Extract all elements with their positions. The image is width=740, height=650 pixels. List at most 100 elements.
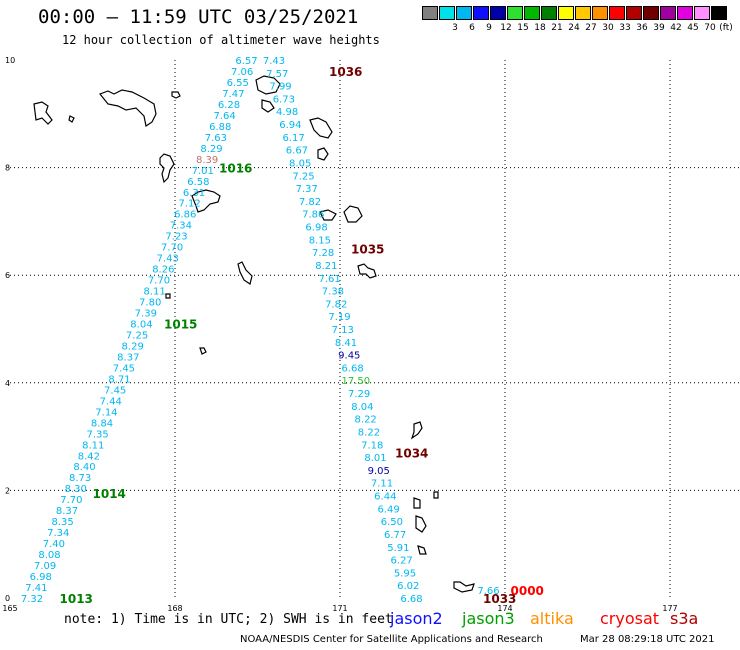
satellite-name: s3a [670,609,699,628]
wave-height-point: 8.11 [82,440,104,451]
legend-swatch [490,6,506,20]
satellite-name: altika [530,609,574,628]
cycle-label: 1034 [395,447,428,461]
wave-height-point: 7.12 [178,199,200,210]
wave-height-point: 7.64 [213,111,235,122]
island-outline [68,115,75,123]
legend-label: 39 [653,23,665,33]
cycle-label: 1013 [60,592,93,606]
wave-height-point: 8.84 [91,418,113,429]
island-outline [261,99,275,113]
island-outline [99,89,157,127]
wave-height-point: 8.04 [130,320,152,331]
y-tick-label: 4 [5,379,10,388]
wave-height-point: 7.86 [302,210,324,221]
wave-height-point: 7.82 [299,197,321,208]
y-tick-label: 8 [5,164,10,173]
legend-label: 3 [452,23,458,33]
wave-height-point: 8.22 [358,427,380,438]
legend-swatch [626,6,642,20]
legend-swatch [473,6,489,20]
legend-label: 21 [551,23,563,33]
wave-height-point: 6.49 [377,504,399,515]
island-outline [33,101,53,125]
island-outline [415,515,427,533]
wave-height-point: 7.29 [348,389,370,400]
cycle-label: 1015 [164,318,197,332]
wave-height-point: 7.41 [25,583,47,594]
wave-height-point: 7.45 [113,363,135,374]
wave-height-point: 6.94 [279,120,301,131]
wave-height-point: 8.42 [78,451,100,462]
wave-height-point: 6.44 [374,492,396,503]
y-tick-label: 0 [5,594,10,603]
wave-height-point: 6.88 [209,122,231,133]
x-tick-label: 165 [2,604,17,613]
map-subtitle: 12 hour collection of altimeter wave hei… [62,33,380,47]
island-outline [343,205,363,223]
wave-height-point: 7.25 [292,171,314,182]
island-outline [433,491,439,499]
wave-height-point: 8.71 [108,374,130,385]
wave-height-point: 8.04 [351,402,373,413]
y-tick-label: 10 [5,56,15,65]
wave-height-point: 7.70 [60,495,82,506]
legend-swatch [524,6,540,20]
altimeter-tracks: 7.327.416.987.098.087.407.348.358.377.70… [21,56,500,605]
wave-height-point: 7.44 [100,396,122,407]
wave-height-point: 6.27 [391,556,413,567]
cycle-label: 0000 [511,584,544,598]
wave-height-point: 6.86 [174,210,196,221]
legend-unit: (ft) [719,23,733,33]
wave-height-point: 6.55 [227,78,249,89]
cycle-label: 1036 [329,65,362,79]
grid-lines [10,60,740,598]
wave-height-point: 6.50 [381,517,403,528]
wave-height-point: 7.09 [34,561,56,572]
wave-height-point: 7.82 [325,299,347,310]
wave-height-point: 5.91 [387,543,409,554]
wave-height-point: 6.67 [286,146,308,157]
wave-height-point: 6.68 [400,594,422,605]
x-tick-label: 174 [497,604,512,613]
wave-height-point: 7.70 [161,243,183,254]
wave-height-point: 7.39 [135,309,157,320]
wave-height-point: 7.43 [263,56,285,67]
legend-label: 9 [486,23,492,33]
wave-height-point: 7.57 [266,69,288,80]
wave-height-point: 8.41 [335,338,357,349]
island-outline [413,497,421,509]
wave-height-point: 8.21 [315,261,337,272]
x-tick-label: 171 [332,604,347,613]
legend-label: 45 [687,23,699,33]
legend-swatch [507,6,523,20]
wave-height-point: 8.37 [56,506,78,517]
wave-height-point: 7.43 [157,254,179,265]
wave-height-point: 8.29 [200,144,222,155]
wave-height-point: 7.32 [21,594,43,605]
wave-height-point: 7.35 [87,429,109,440]
wave-height-point: 7.63 [205,133,227,144]
wave-height-point: 6.58 [187,177,209,188]
wave-height-point: 9.45 [338,351,360,362]
wave-height-point: 7.25 [126,330,148,341]
wave-height-point: 6.17 [283,133,305,144]
wave-height-point: 7.47 [222,89,244,100]
legend-label: 15 [517,23,529,33]
wave-height-point: 6.57 [235,56,257,67]
wave-height-point: 7.23 [165,232,187,243]
legend-swatch [422,6,438,20]
cycle-label: 1033 [483,592,516,606]
wave-height-point: 7.01 [192,166,214,177]
wave-height-point: 4.98 [276,107,298,118]
satellite-name: jason3 [462,609,515,628]
x-tick-label: 177 [662,604,677,613]
wave-height-point: 7.99 [269,82,291,93]
legend-label: 12 [500,23,512,33]
wave-height-point: 7.14 [95,407,117,418]
island-outline [357,263,377,279]
legend-swatch [439,6,455,20]
wave-height-point: 6.28 [218,100,240,111]
legend-label: 27 [585,23,597,33]
